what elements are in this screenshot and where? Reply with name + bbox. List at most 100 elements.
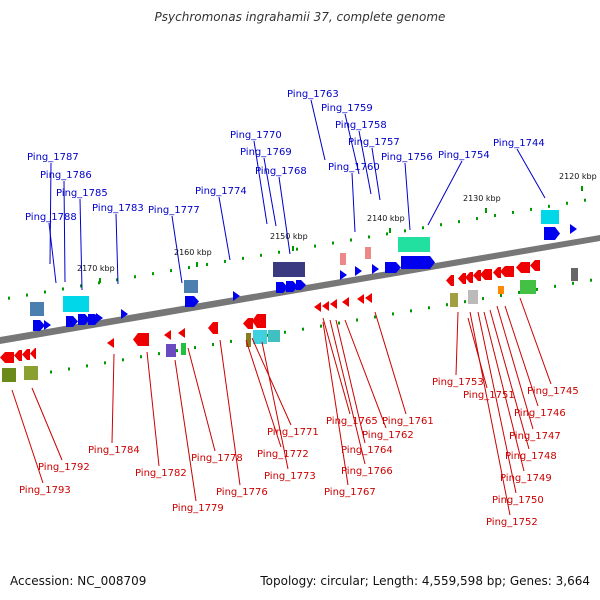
forward-gene [401, 256, 435, 269]
scale-tick [389, 228, 391, 233]
reverse-gene-label: Ping_1749 [500, 473, 552, 484]
tick-mark-upper [512, 210, 514, 214]
tick-mark-lower [86, 364, 88, 368]
forward-gene [355, 266, 362, 276]
leader-line [322, 321, 349, 486]
feature-box [30, 302, 44, 316]
leader-line [49, 162, 52, 265]
reverse-gene [322, 301, 329, 311]
tick-mark-lower [572, 281, 574, 285]
leader-line [31, 387, 63, 461]
leader-line [504, 305, 539, 407]
reverse-gene [14, 350, 22, 361]
tick-mark-upper [458, 220, 460, 224]
figure-title: Psychromonas ingrahamii 37, complete gen… [154, 10, 446, 24]
tick-mark-lower [230, 339, 232, 343]
feature-box [184, 280, 198, 293]
feature-box [268, 330, 280, 342]
forward-gene [372, 264, 379, 274]
leader-line [310, 99, 326, 161]
leader-line [11, 389, 44, 484]
scale-tick [99, 278, 101, 283]
tick-mark-upper [332, 241, 334, 245]
reverse-gene [252, 314, 266, 328]
tick-mark-lower [194, 346, 196, 350]
reverse-gene-label: Ping_1753 [432, 377, 484, 388]
leader-line [63, 180, 66, 283]
reverse-gene-label: Ping_1761 [382, 416, 434, 427]
leader-line [371, 147, 381, 201]
tick-mark-lower [158, 352, 160, 356]
feature-box [468, 290, 478, 304]
tick-mark-lower [482, 297, 484, 301]
forward-gene-label: Ping_1769 [240, 147, 292, 158]
tick-mark-lower [176, 349, 178, 353]
forward-gene [121, 309, 128, 319]
reverse-gene-label: Ping_1784 [88, 445, 140, 456]
forward-gene-label: Ping_1786 [40, 170, 92, 181]
tick-mark-upper [206, 262, 208, 266]
leader-line [483, 311, 525, 472]
tick-mark-upper [80, 284, 82, 288]
feature-box [63, 296, 89, 312]
forward-gene-label: Ping_1759 [321, 103, 373, 114]
tick-mark-lower [446, 303, 448, 307]
label-leader-lines [11, 99, 552, 516]
label-texts: 2120 kbp 2130 kbp 2140 kbp 2150 kbp 2160 kbp… [19, 89, 597, 528]
leader-line [469, 311, 511, 516]
forward-gene [340, 270, 347, 280]
tick-mark-lower [302, 327, 304, 331]
leader-line [253, 140, 268, 225]
leader-line [111, 353, 115, 444]
reverse-gene [178, 328, 185, 338]
feature-box [365, 247, 371, 259]
forward-gene [44, 320, 51, 330]
forward-gene [286, 281, 298, 292]
forward-gene-label: Ping_1770 [230, 130, 282, 141]
reverse-gene-label: Ping_1762 [362, 430, 414, 441]
forward-gene [78, 314, 90, 325]
forward-gene [185, 296, 199, 307]
leader-line [251, 337, 292, 426]
feature-box [541, 210, 559, 224]
leader-line [489, 309, 530, 450]
feature-box [253, 330, 267, 344]
forward-gene-label: Ping_1757 [348, 137, 400, 148]
tick-mark-lower [338, 321, 340, 325]
tick-mark-upper [134, 275, 136, 279]
reverse-gene [330, 299, 337, 309]
leader-line [174, 359, 197, 502]
scale-tick [196, 262, 198, 267]
reverse-gene [480, 269, 492, 280]
leader-line [467, 317, 488, 389]
tick-mark-lower [464, 300, 466, 304]
reverse-gene [0, 352, 14, 363]
reverse-gene [107, 338, 114, 348]
reverse-gene [493, 267, 501, 278]
forward-gene [233, 291, 240, 301]
tick-mark-upper [8, 296, 10, 300]
forward-gene-label: Ping_1758 [335, 120, 387, 131]
tick-mark-lower [212, 342, 214, 346]
leader-line [455, 311, 459, 376]
reverse-gene-label: Ping_1772 [257, 449, 309, 460]
reverse-gene [365, 293, 372, 303]
forward-gene [66, 316, 78, 327]
tick-mark-lower [500, 294, 502, 298]
leader-line [79, 198, 83, 291]
reverse-gene-label: Ping_1748 [505, 451, 557, 462]
leader-line [344, 319, 387, 429]
tick-mark-upper [494, 214, 496, 218]
gene-features [0, 210, 578, 382]
tick-mark-upper [368, 235, 370, 239]
reverse-gene [133, 333, 149, 346]
leader-line [516, 148, 546, 199]
tick-mark-lower [374, 315, 376, 319]
tick-mark-lower [392, 312, 394, 316]
tick-mark-upper [242, 256, 244, 260]
tick-mark-upper [26, 293, 28, 297]
feature-box [166, 344, 176, 357]
forward-gene-label: Ping_1788 [25, 212, 77, 223]
tick-mark-upper [404, 229, 406, 233]
scale-label: 2130 kbp [463, 194, 501, 203]
